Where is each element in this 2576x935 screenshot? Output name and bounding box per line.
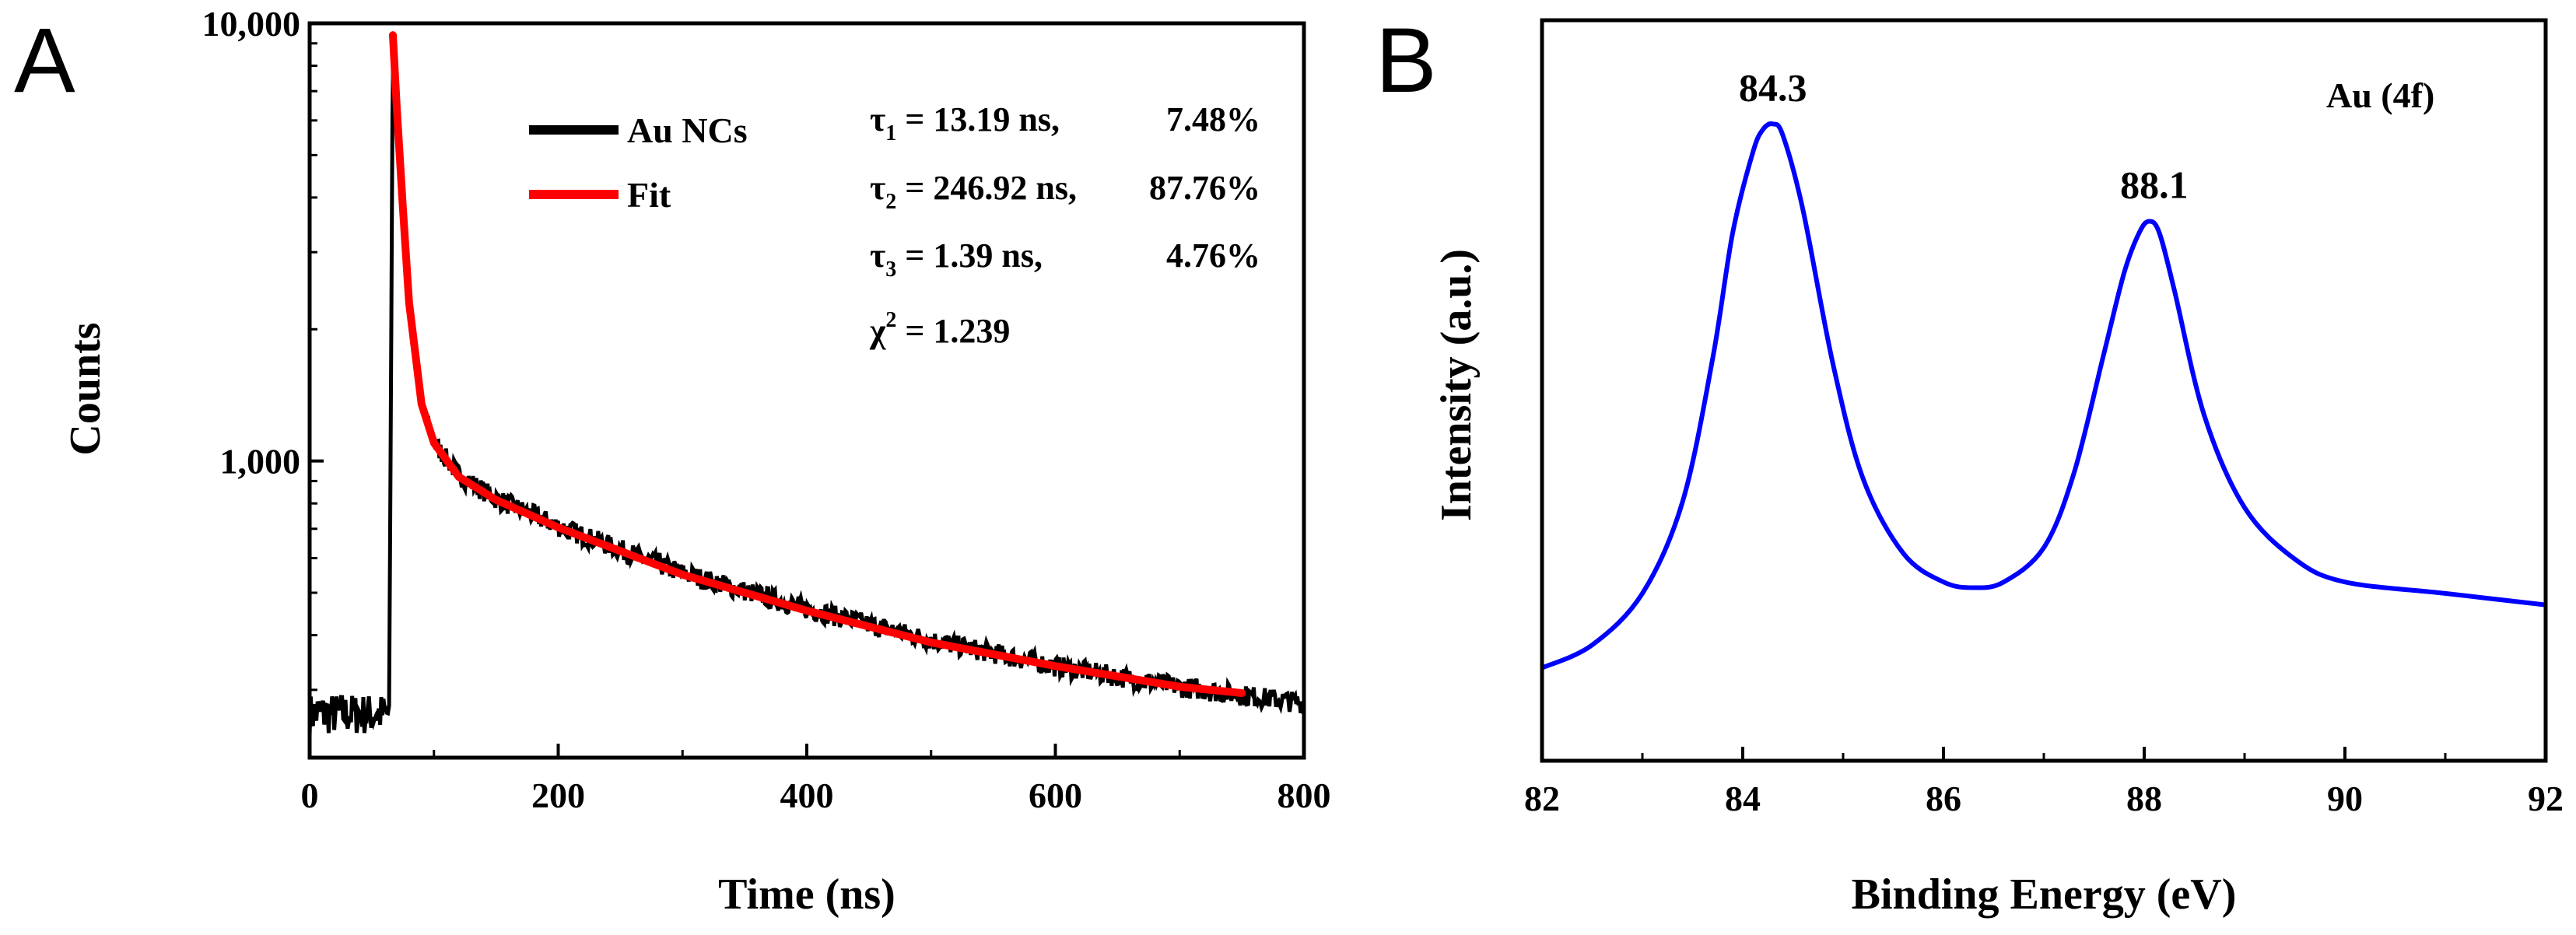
panel-b-x-ticks: 82 84 86 88 90 92 xyxy=(1524,747,2564,818)
peak-label: 88.1 xyxy=(2120,163,2189,206)
x-tick-label: 0 xyxy=(301,776,319,815)
panel-a-x-ticks: 0 200 400 600 800 xyxy=(301,744,1331,815)
series-au-4f-line xyxy=(1540,121,2546,671)
y-tick-label: 1,000 xyxy=(220,442,301,482)
x-tick-label: 800 xyxy=(1277,776,1331,815)
fit-parameter-value: 7.48% xyxy=(1166,100,1260,138)
series-fit-line xyxy=(389,31,1246,697)
fit-parameter-value: 87.76% xyxy=(1149,169,1260,207)
panel-a-letter: A xyxy=(14,9,75,112)
series-au-ncs-line xyxy=(307,37,1306,736)
x-tick-label: 600 xyxy=(1029,776,1082,815)
fit-parameter-value: 4.76% xyxy=(1166,236,1260,275)
fit-parameter-text: τ2 = 246.92 ns, xyxy=(870,169,1077,214)
x-tick-label: 88 xyxy=(2126,779,2162,818)
panel-b: B 82 84 86 88 90 92 Binding Energy (eV) Inten… xyxy=(1376,9,2564,919)
x-tick-label: 84 xyxy=(1725,779,1761,818)
legend-label-fit: Fit xyxy=(627,175,671,215)
panel-a-plot-area xyxy=(307,31,1306,736)
fit-parameter-text: τ1 = 13.19 ns, xyxy=(870,100,1060,145)
panel-a-x-axis-title: Time (ns) xyxy=(718,870,895,919)
panel-a: A 0 200 400 600 800 1,000 10,000 Time (ns) Co… xyxy=(14,4,1331,919)
panel-b-y-axis-title: Intensity (a.u.) xyxy=(1432,249,1481,521)
y-tick-label: 10,000 xyxy=(202,4,301,44)
panel-a-y-axis-title: Counts xyxy=(61,322,110,455)
panel-b-inset-label: Au (4f) xyxy=(2326,75,2434,115)
x-tick-label: 86 xyxy=(1926,779,1961,818)
peak-label: 84.3 xyxy=(1739,65,1807,109)
panel-b-plot-area xyxy=(1540,121,2546,671)
legend-label-au-ncs: Au NCs xyxy=(627,110,748,150)
x-tick-label: 400 xyxy=(780,776,834,815)
fit-parameter-row: τ2 = 246.92 ns, 87.76% xyxy=(870,169,1260,214)
panel-b-letter: B xyxy=(1376,9,1437,112)
fit-parameter-text: χ2 = 1.239 xyxy=(869,308,1010,350)
panel-a-legend: Au NCs Fit xyxy=(529,110,748,215)
x-tick-label: 92 xyxy=(2528,779,2564,818)
x-tick-label: 200 xyxy=(531,776,585,815)
fit-parameter-text: τ3 = 1.39 ns, xyxy=(870,236,1043,282)
fit-parameter-row: τ3 = 1.39 ns, 4.76% xyxy=(870,236,1260,282)
x-tick-label: 90 xyxy=(2327,779,2363,818)
panel-b-peak-labels: 84.3 88.1 xyxy=(1739,65,2189,206)
x-tick-label: 82 xyxy=(1524,779,1560,818)
panel-a-fit-parameters: τ1 = 13.19 ns, 7.48% τ2 = 246.92 ns, 87.76%… xyxy=(869,100,1260,350)
fit-parameter-row: τ1 = 13.19 ns, 7.48% xyxy=(870,100,1260,145)
fit-parameter-row: χ2 = 1.239 xyxy=(869,308,1010,350)
panel-b-x-axis-title: Binding Energy (eV) xyxy=(1852,870,2237,919)
panel-a-y-ticks: 1,000 10,000 xyxy=(202,4,324,692)
panel-b-frame xyxy=(1540,18,2548,763)
panel-a-frame xyxy=(307,21,1306,760)
